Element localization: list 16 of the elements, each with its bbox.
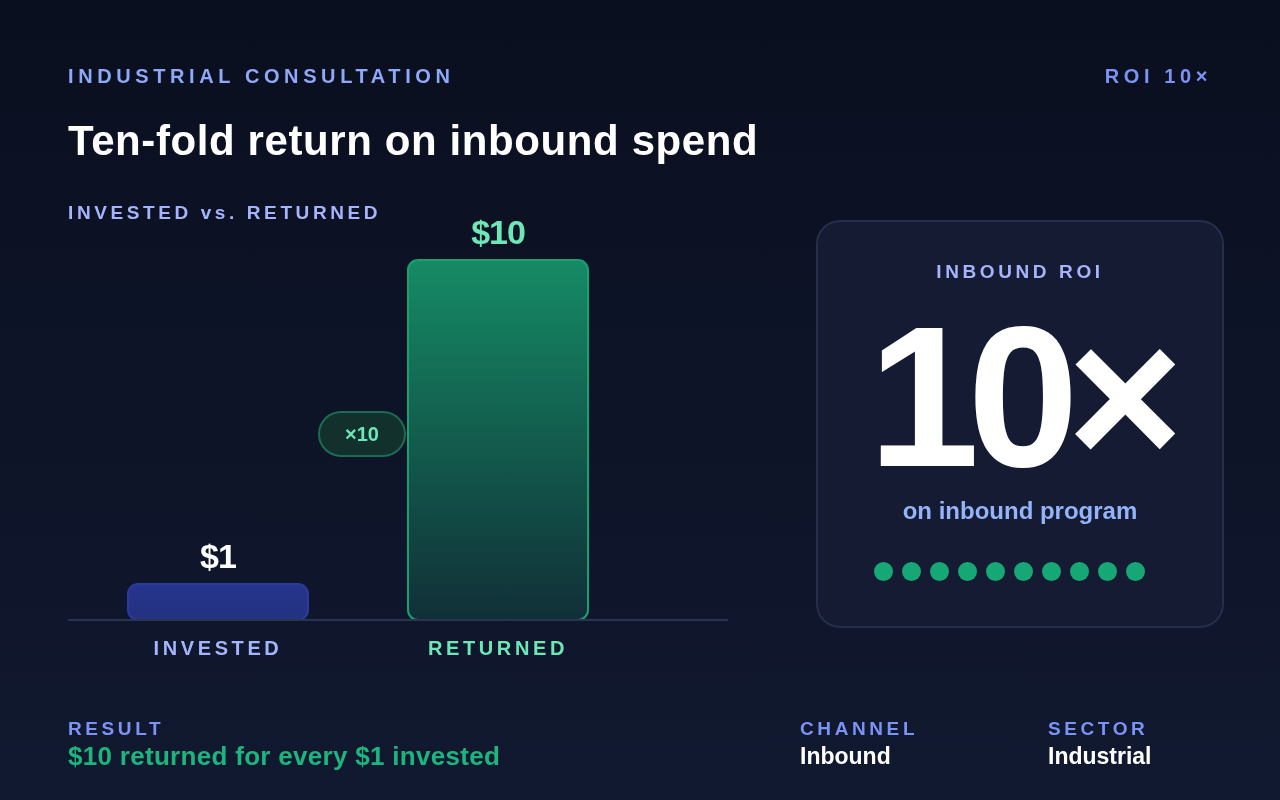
text: $10 returned for every $1 invested xyxy=(68,741,501,773)
chart-subtitle: INVESTED vs. RETURNED xyxy=(68,201,382,225)
text: CHANNEL xyxy=(800,717,919,741)
chart-title: Ten-fold return on inbound spend xyxy=(68,116,759,166)
x-tick-label: INVESTED xyxy=(153,637,283,659)
text: Industrial xyxy=(1048,743,1152,771)
text: ROI 10× xyxy=(1104,64,1212,88)
text: RESULT xyxy=(68,717,165,741)
text: INDUSTRIAL CONSULTATION xyxy=(68,64,455,88)
text: SECTOR xyxy=(1048,717,1149,741)
annotation: ×10 xyxy=(318,411,406,457)
data-label: $10 xyxy=(471,213,525,251)
text: INBOUND ROI xyxy=(935,260,1105,284)
x-tick-label: RETURNED xyxy=(428,637,568,659)
text: Inbound xyxy=(800,743,891,771)
data-label: $1 xyxy=(200,537,236,575)
